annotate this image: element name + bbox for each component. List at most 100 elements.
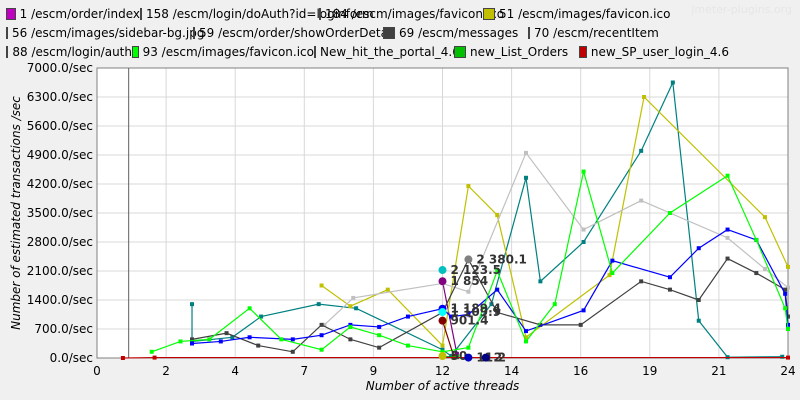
legend-item[interactable]: 93 /escm/images/favicon.ico — [132, 45, 314, 59]
data-point — [783, 306, 788, 311]
data-point — [786, 327, 790, 331]
legend-swatch — [6, 45, 9, 58]
data-point — [642, 95, 647, 99]
legend-label: 59 /escm/order/showOrderDetail — [199, 25, 395, 40]
data-point — [783, 291, 788, 296]
data-point — [639, 279, 644, 284]
data-point — [696, 318, 701, 323]
data-point — [670, 80, 675, 85]
x-tick-label: 14 — [504, 364, 519, 378]
data-point — [466, 312, 471, 317]
legend-item[interactable]: 69 /escm/messages — [383, 26, 528, 40]
legend-item[interactable]: 56 /escm/images/sidebar-bg.jpg — [6, 26, 204, 40]
data-point — [149, 349, 154, 354]
data-point — [190, 302, 195, 307]
legend-swatch — [6, 7, 16, 20]
data-point — [523, 329, 528, 334]
legend-item[interactable]: 70 /escm/recentItem — [528, 25, 659, 40]
data-point — [786, 314, 790, 319]
data-point — [440, 349, 445, 354]
data-point — [449, 353, 454, 358]
annotation-label: 2 — [494, 351, 502, 365]
data-point — [348, 322, 353, 327]
data-point — [725, 256, 730, 261]
data-point — [178, 339, 183, 344]
data-point — [207, 337, 212, 342]
legend-row: 56 /escm/images/sidebar-bg.jpg 59 /escm/o… — [6, 23, 796, 42]
data-point — [696, 246, 701, 251]
x-tick-label: 2 — [162, 364, 170, 378]
x-tick-label: 0 — [93, 364, 101, 378]
data-point — [190, 341, 195, 346]
x-tick-label: 7 — [300, 364, 308, 378]
series-line — [441, 320, 455, 358]
legend-item[interactable]: 88 /escm/login/auth — [6, 45, 132, 59]
legend-item[interactable]: 51 /escm/images/favicon.ico — [483, 7, 673, 21]
data-point — [440, 347, 445, 352]
legend: 1 /escm/order/index 158 /escm/login/doAut… — [6, 4, 796, 61]
data-point — [348, 304, 353, 309]
y-tick-label: 5600.0/sec — [27, 119, 93, 133]
annotation-label: 2 123.5 — [451, 263, 501, 277]
data-point — [523, 339, 528, 344]
legend-row: 88 /escm/login/auth 93 /escm/images/favic… — [6, 42, 796, 61]
data-point — [754, 271, 759, 276]
data-point — [552, 302, 557, 307]
data-point — [440, 343, 445, 348]
legend-label: new_SP_user_login_4.6 — [590, 44, 729, 59]
data-point — [405, 314, 410, 319]
data-point — [319, 283, 324, 288]
data-point — [152, 355, 157, 360]
data-point — [639, 148, 644, 153]
legend-item[interactable]: 184 /escm/images/favicon.ico — [319, 7, 504, 21]
legend-label: 184 /escm/images/favicon.ico — [325, 6, 505, 21]
data-point — [377, 333, 382, 338]
annotation-label: 1 854 — [451, 274, 489, 288]
data-point — [610, 271, 615, 276]
legend-swatch — [483, 7, 495, 20]
legend-item[interactable]: new_List_Orders — [454, 45, 579, 59]
data-point — [290, 349, 295, 354]
data-point — [523, 175, 528, 180]
data-point — [351, 295, 356, 300]
legend-label: New_hit_the_portal_4.6 — [320, 44, 460, 59]
annotation-marker — [481, 353, 490, 362]
annotation-marker — [464, 255, 473, 264]
legend-row: 1 /escm/order/index 158 /escm/login/doAut… — [6, 4, 796, 23]
y-tick-label: 700.0/sec — [34, 322, 93, 336]
legend-label: 70 /escm/recentItem — [534, 25, 659, 40]
legend-swatch — [140, 7, 142, 20]
data-point — [581, 227, 586, 232]
legend-item[interactable]: New_hit_the_portal_4.6 — [314, 45, 460, 59]
legend-item[interactable]: 59 /escm/order/showOrderDetail — [193, 26, 395, 40]
data-point — [610, 258, 615, 263]
data-point — [190, 337, 195, 342]
legend-item[interactable]: 158 /escm/login/doAuth?id=loginform — [140, 7, 374, 21]
data-point — [466, 184, 471, 189]
legend-item[interactable]: new_SP_user_login_4.6 — [579, 45, 729, 59]
annotation-marker — [464, 353, 473, 362]
data-point — [230, 335, 235, 340]
x-tick-label: 19 — [642, 364, 657, 378]
legend-label: new_List_Orders — [470, 44, 569, 59]
annotation-label: 1 189.4 — [451, 302, 501, 316]
x-tick-label: 12 — [435, 364, 450, 378]
data-point — [762, 215, 767, 220]
legend-swatch — [314, 45, 316, 58]
data-point — [348, 337, 353, 342]
data-point — [218, 339, 223, 344]
annotation-label: 50 — [451, 349, 468, 363]
annotation-label: 2 380.1 — [476, 252, 526, 266]
x-tick-label: 24 — [780, 364, 795, 378]
data-point — [639, 198, 644, 203]
data-point — [581, 240, 586, 244]
data-point — [247, 306, 252, 311]
data-point — [607, 273, 612, 278]
data-point — [256, 343, 261, 348]
legend-label: 51 /escm/images/favicon.ico — [499, 6, 671, 21]
data-point — [354, 306, 359, 311]
data-point — [247, 335, 252, 340]
data-point — [783, 287, 788, 292]
series-line — [324, 151, 789, 326]
legend-item[interactable]: 1 /escm/order/index — [6, 7, 140, 21]
